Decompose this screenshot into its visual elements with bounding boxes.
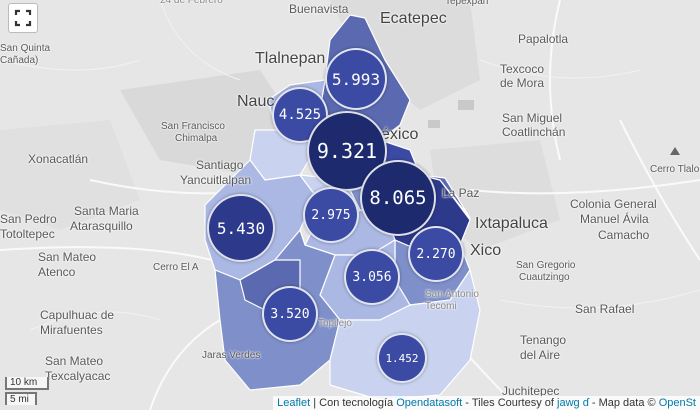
place-label: San Francisco xyxy=(161,121,225,132)
place-label: Cerro El A xyxy=(153,262,199,273)
jawg-logo-icon: ɗ xyxy=(579,397,589,409)
place-label: de Mora xyxy=(500,76,545,90)
place-label: San Antonio xyxy=(425,289,479,300)
place-label: Atarasquillo xyxy=(70,219,133,233)
cluster-9321[interactable]: 9.321 xyxy=(307,111,387,191)
place-label: 24 de Febrero xyxy=(160,0,223,6)
place-label: Topilejo xyxy=(318,318,352,329)
peak-icon xyxy=(670,147,680,155)
place-label: Juchitepec xyxy=(502,384,560,398)
cluster-8065[interactable]: 8.065 xyxy=(360,160,436,236)
place-label: San Quinta xyxy=(0,43,51,54)
place-label: Manuel Ávila xyxy=(580,212,649,226)
place-label: Cerro Tlalo xyxy=(650,164,700,175)
place-label: Capulhuac de xyxy=(40,308,115,322)
place-label: Atenco xyxy=(38,265,76,279)
leaflet-link[interactable]: Leaflet xyxy=(277,397,311,409)
place-label: Yancuitlalpan xyxy=(180,173,252,187)
place-label: Xico xyxy=(470,242,502,259)
attribution-text: - Map data © xyxy=(588,397,659,409)
place-label: Mirafuentes xyxy=(40,323,103,337)
place-label: San Rafael xyxy=(575,302,635,316)
place-label: La Paz xyxy=(442,186,480,200)
cluster-3056[interactable]: 3.056 xyxy=(344,249,400,305)
place-label: Totoltepec xyxy=(0,227,55,241)
place-label: Camacho xyxy=(598,228,650,242)
place-label: Ixtapaluca xyxy=(475,215,548,232)
map-attribution: Leaflet | Con tecnología Opendatasoft - … xyxy=(273,396,700,410)
scale-mi: 5 mi xyxy=(5,392,37,405)
fullscreen-icon xyxy=(14,9,32,27)
place-label: del Aire xyxy=(520,348,561,362)
place-label: San Gregorio xyxy=(516,260,576,271)
place-label: Cañada) xyxy=(0,55,39,66)
place-label: Tepexpan xyxy=(445,0,489,7)
place-label: San Mateo xyxy=(45,354,104,368)
place-label: Buenavista xyxy=(289,2,349,16)
place-label: San Pedro xyxy=(0,212,57,226)
scale-km: 10 km xyxy=(5,377,49,390)
place-label: San Mateo xyxy=(38,250,97,264)
place-label: Cuautzingo xyxy=(519,272,570,283)
place-label: Nauc xyxy=(237,93,275,110)
cluster-2975[interactable]: 2.975 xyxy=(303,187,359,243)
place-label: éxico xyxy=(381,126,419,143)
place-label: Tenango xyxy=(520,333,567,347)
opendatasoft-link[interactable]: Opendatasoft xyxy=(396,397,463,409)
place-label: Coatlinchán xyxy=(502,125,566,139)
place-label: Santa Maria xyxy=(74,204,139,218)
attribution-text: | Con tecnología xyxy=(310,397,397,409)
place-label: San Miguel xyxy=(502,111,563,125)
attribution-text: - Tiles Courtesy of xyxy=(462,397,558,409)
jawg-link[interactable]: jawg xyxy=(557,397,580,409)
place-label: Xonacatlán xyxy=(28,152,89,166)
cluster-5430[interactable]: 5.430 xyxy=(207,194,275,262)
place-label: Papalotla xyxy=(518,32,569,46)
place-label: Jaras Verdes xyxy=(202,350,261,361)
place-label: Tecomi xyxy=(425,301,457,312)
place-label: Colonia General xyxy=(570,197,657,211)
cluster-5993[interactable]: 5.993 xyxy=(325,48,387,110)
place-label: Chimalpa xyxy=(175,133,218,144)
fullscreen-button[interactable] xyxy=(8,3,38,33)
place-label: Santiago xyxy=(196,158,244,172)
cluster-3520[interactable]: 3.520 xyxy=(262,286,318,342)
cluster-2270[interactable]: 2.270 xyxy=(408,226,464,282)
cluster-1452[interactable]: 1.452 xyxy=(377,333,427,383)
osm-link[interactable]: OpenSt xyxy=(658,397,696,409)
place-label: Texcalyacac xyxy=(45,369,111,383)
place-label: Tlalnepan xyxy=(255,50,326,67)
place-label: Ecatepec xyxy=(380,10,447,27)
place-label: Texcoco xyxy=(500,62,545,76)
